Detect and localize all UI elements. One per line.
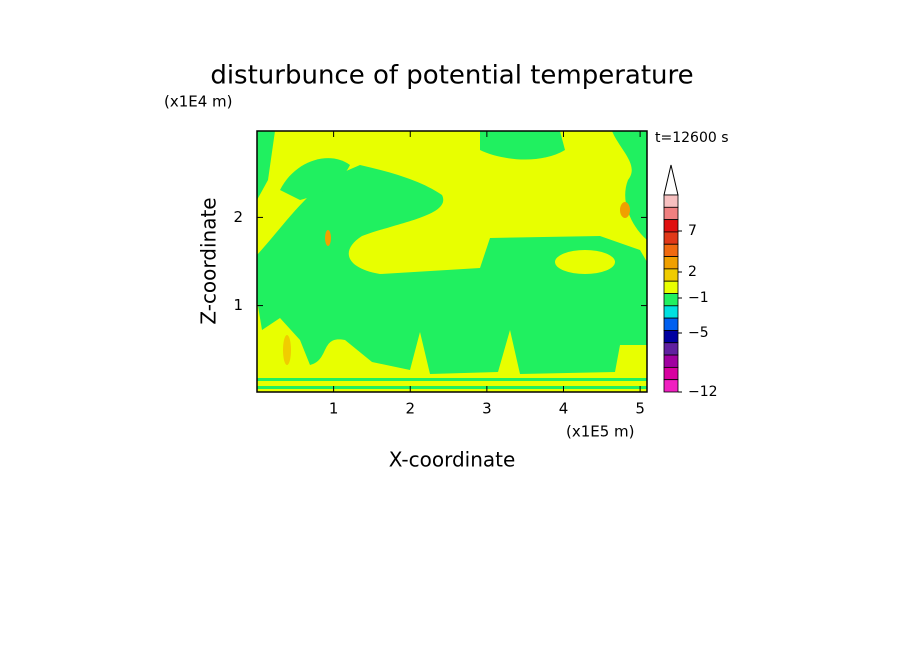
colorbar-bin: [663, 342, 679, 356]
colorbar-bin: [663, 366, 679, 381]
x-axis-title: X-coordinate: [389, 448, 516, 472]
contour-field: [257, 131, 647, 392]
field-orange: [620, 202, 630, 218]
plot-frame: [256, 130, 648, 393]
colorbar-label: 7: [688, 223, 697, 239]
y-tick-label: 2: [233, 208, 243, 226]
colorbar-bin: [663, 243, 679, 257]
colorbar-bin: [663, 256, 679, 270]
field-green: [612, 131, 647, 240]
colorbar-label: −12: [688, 384, 718, 400]
x-unit: (x1E5 m): [566, 423, 635, 441]
colorbar-bin: [663, 293, 679, 307]
colorbar-bin: [663, 330, 679, 344]
y-unit: (x1E4 m): [164, 93, 233, 111]
colorbar-bin: [663, 206, 679, 221]
time-label: t=12600 s: [655, 130, 729, 146]
colorbar-bin: [663, 354, 679, 368]
colorbar-bin: [663, 317, 679, 331]
x-tick-label: 2: [405, 400, 415, 418]
field-green: [257, 378, 647, 381]
x-tick-label: 4: [559, 400, 569, 418]
y-tick-label: 1: [233, 296, 243, 314]
colorbar-bin: [663, 231, 679, 245]
x-tick-label: 3: [482, 400, 492, 418]
field-green: [257, 386, 647, 389]
colorbar-label: −5: [688, 325, 709, 341]
x-tick-label: 5: [635, 400, 645, 418]
colorbar-label: 2: [688, 264, 697, 280]
field-yellow: [555, 250, 615, 274]
x-tick-label: 1: [329, 400, 339, 418]
field-green: [480, 131, 565, 160]
y-axis-title: Z-coordinate: [197, 197, 221, 324]
field-green: [280, 158, 350, 200]
colorbar-arrow: [663, 164, 679, 196]
colorbar-label: −1: [688, 290, 709, 306]
field-orange: [325, 230, 331, 246]
chart-title: disturbunce of potential temperature: [210, 61, 693, 91]
colorbar-bin: [663, 305, 679, 319]
colorbar-bin: [663, 219, 679, 233]
field-green: [257, 165, 647, 374]
colorbar-bin: [663, 280, 679, 294]
colorbar-bin: [663, 379, 679, 393]
colorbar-bin: [663, 268, 679, 282]
colorbar-bin: [663, 194, 679, 208]
field-orange: [283, 335, 291, 365]
field-green: [257, 131, 275, 200]
